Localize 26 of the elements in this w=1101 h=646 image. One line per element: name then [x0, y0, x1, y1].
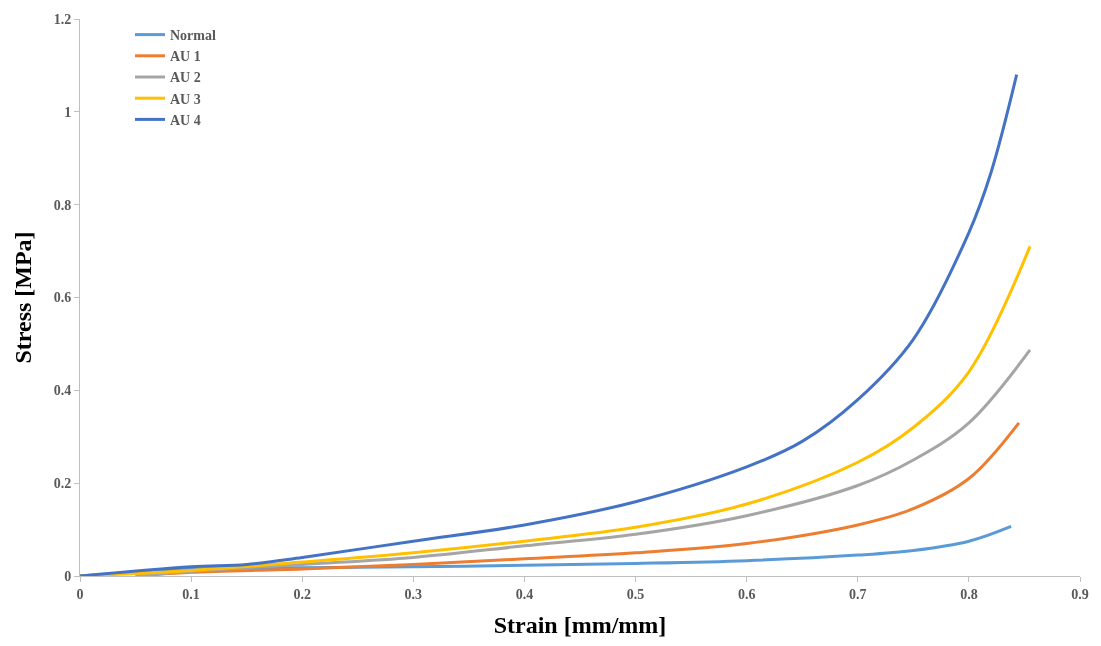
- y-tick-label: 1: [64, 104, 72, 120]
- y-tick-label: 0.2: [53, 476, 72, 492]
- x-tick-label: 0.6: [737, 586, 756, 602]
- y-tick-label: 0.8: [53, 197, 72, 213]
- legend-label: AU 4: [170, 112, 201, 128]
- x-axis-title: Strain [mm/mm]: [493, 612, 667, 639]
- line-series: [80, 73, 1019, 576]
- y-tick-label: 0.6: [53, 290, 72, 306]
- x-tick-label: 0: [76, 586, 84, 602]
- x-tick-label: 0.9: [1071, 586, 1089, 602]
- y-tick-label: 0.4: [53, 383, 72, 399]
- x-tick-label: 0.2: [293, 586, 311, 602]
- y-tick-label: 1.2: [53, 11, 72, 27]
- legend-label: Normal: [170, 28, 216, 44]
- x-tick-label: 0.8: [960, 586, 978, 602]
- legend-label: AU 3: [170, 91, 201, 107]
- legend-label: AU 1: [170, 49, 201, 65]
- y-tick-label: 0: [64, 568, 72, 584]
- x-tick-label: 0.3: [404, 586, 423, 602]
- x-tick-label: 0.1: [182, 586, 200, 602]
- legend-label: AU 2: [170, 70, 201, 86]
- x-tick-label: 0.5: [626, 586, 645, 602]
- y-axis-title: Stress [MPa]: [9, 231, 36, 364]
- x-tick-label: 0.7: [849, 586, 867, 602]
- line-series: [134, 348, 1032, 576]
- x-tick-label: 0.4: [515, 586, 534, 602]
